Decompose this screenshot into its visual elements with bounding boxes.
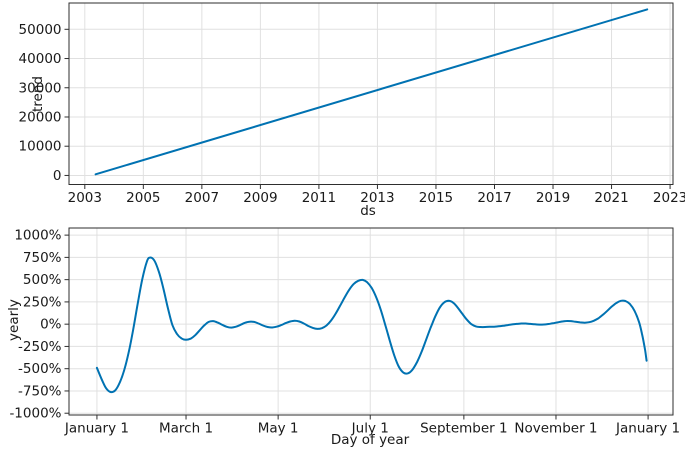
trend-x-tick-label: 2019: [536, 190, 570, 206]
trend-x-tick-label: 2009: [243, 190, 277, 206]
yearly-y-tick-label: -250%: [18, 339, 62, 355]
trend-x-tick-label: 2003: [68, 190, 102, 206]
trend-x-tick-label: 2017: [477, 190, 511, 206]
yearly-x-axis-label: Day of year: [330, 432, 410, 448]
trend-y-tick-label: 10000: [19, 139, 62, 155]
yearly-y-tick-label: -750%: [18, 383, 62, 399]
yearly-y-tick-label: 0%: [40, 317, 62, 333]
yearly-x-tick-label: November 1: [514, 421, 597, 437]
trend-y-tick-label: 0: [53, 168, 62, 184]
trend-y-tick-label: 50000: [19, 22, 62, 38]
trend-x-tick-label: 2023: [653, 190, 685, 206]
yearly-y-tick-label: -1000%: [9, 406, 61, 422]
trend-x-axis-label: ds: [360, 203, 376, 219]
yearly-spines: [68, 227, 674, 416]
yearly-y-tick-label: 750%: [23, 250, 62, 266]
trend-spines: [68, 2, 674, 185]
yearly-x-tick-label: March 1: [159, 421, 213, 437]
yearly-x-tick-label: January 1: [615, 421, 680, 437]
trend-y-tick-label: 30000: [19, 80, 62, 96]
yearly-y-tick-label: 1000%: [14, 228, 61, 244]
trend-x-tick-label: 2007: [185, 190, 219, 206]
trend-y-tick-label: 20000: [19, 109, 62, 125]
yearly-y-axis-label: yearly: [6, 299, 22, 341]
yearly-x-tick-label: January 1: [64, 421, 129, 437]
trend-x-tick-label: 2011: [302, 190, 336, 206]
trend-x-tick-label: 2013: [360, 190, 394, 206]
yearly-y-tick-label: 250%: [23, 294, 62, 310]
yearly-y-tick-label: 500%: [23, 272, 62, 288]
trend-y-tick-label: 40000: [19, 51, 62, 67]
yearly-x-tick-label: September 1: [420, 421, 508, 437]
trend-line: [94, 8, 649, 176]
yearly-y-tick-label: -500%: [18, 361, 62, 377]
trend-x-tick-label: 2005: [126, 190, 160, 206]
trend-x-tick-label: 2021: [594, 190, 628, 206]
trend-x-tick-label: 2015: [419, 190, 453, 206]
yearly-line: [95, 256, 648, 394]
trend-y-axis-label: trend: [30, 75, 46, 112]
yearly-x-tick-label: May 1: [258, 421, 299, 437]
yearly-x-tick-label: July 1: [351, 421, 389, 437]
